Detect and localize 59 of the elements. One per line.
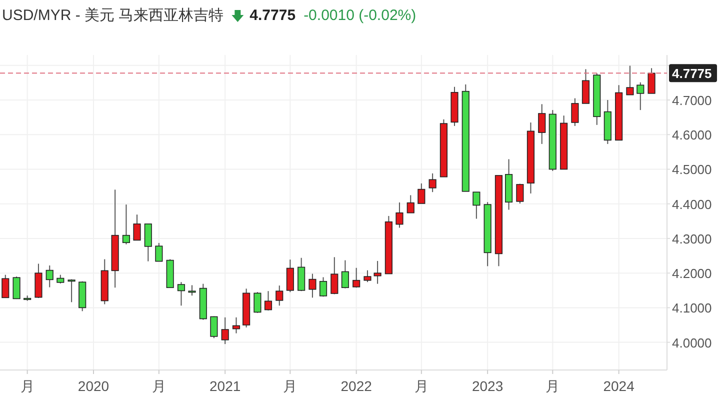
candlestick (330, 256, 338, 295)
candlestick (133, 214, 141, 241)
x-tick-label: 2022 (340, 378, 372, 394)
x-tick-label: 2020 (78, 378, 110, 394)
candlestick (648, 68, 656, 94)
x-tick-label: 2023 (472, 378, 504, 394)
ref-line-label: 4.7775 (672, 66, 712, 82)
x-tick-label: 月 (283, 378, 298, 394)
candlestick (2, 274, 10, 298)
candlestick (626, 65, 634, 96)
candlestick (68, 278, 76, 303)
x-tick-label: 月 (152, 378, 166, 394)
candlestick (516, 183, 524, 204)
chart-title: USD/MYR - 美元 马来西亚林吉特 (2, 7, 224, 24)
candlestick (428, 172, 436, 193)
candlestick (232, 316, 240, 334)
candlestick (155, 242, 163, 262)
x-tick-label: 月 (20, 378, 34, 394)
candlestick (221, 316, 229, 345)
y-tick-label: 4.2000 (672, 266, 712, 282)
candlestick (538, 104, 546, 144)
candlestick (144, 223, 152, 262)
candlestick (264, 290, 272, 311)
candlestick (364, 270, 372, 283)
candlestick (418, 182, 426, 204)
candlestick (12, 276, 20, 300)
x-tick-label: 2021 (210, 378, 241, 394)
y-tick-label: 4.7000 (672, 93, 712, 108)
candlestick (582, 68, 590, 104)
candlestick (210, 316, 218, 339)
y-tick-label: 4.5000 (672, 162, 712, 178)
candlestick (341, 260, 349, 289)
candlestick (308, 273, 316, 298)
x-tick-label: 2024 (603, 378, 635, 394)
text: 4.7775 (250, 7, 296, 24)
candlestick (276, 285, 284, 306)
y-tick-label: 4.0000 (672, 335, 712, 350)
candlestick (286, 259, 294, 293)
candlestick (319, 276, 328, 298)
candlestick (352, 267, 360, 288)
y-tick-label: 4.3000 (672, 231, 712, 246)
candlestick (472, 192, 480, 220)
candlestick (406, 194, 414, 214)
y-tick-label: 4.6000 (672, 128, 712, 143)
y-tick-label: 4.1000 (672, 300, 712, 316)
candlestick (254, 292, 262, 314)
candlestick (396, 202, 404, 228)
text: -0.0010 (-0.02%) (304, 7, 416, 24)
y-tick-label: 4.4000 (672, 196, 712, 212)
candlestick (636, 82, 644, 111)
candlestick (122, 204, 130, 245)
candlestick (374, 260, 382, 284)
candlestick (298, 257, 306, 292)
x-tick-label: 月 (414, 378, 428, 394)
candlestick (571, 98, 579, 126)
candlestick (177, 282, 186, 306)
x-tick-label: 月 (546, 378, 560, 394)
candlestick (188, 284, 196, 296)
candlestick (46, 264, 54, 288)
